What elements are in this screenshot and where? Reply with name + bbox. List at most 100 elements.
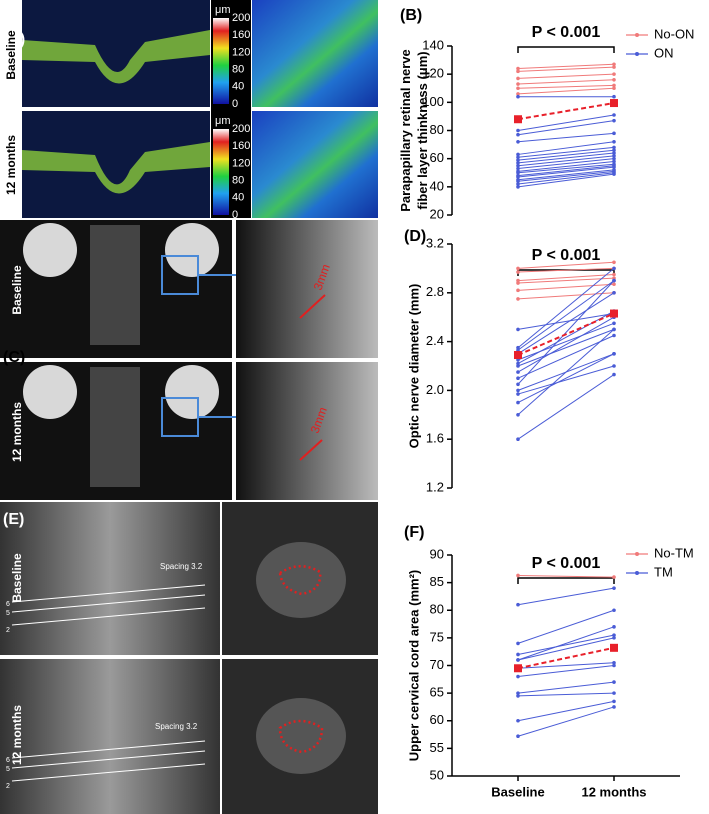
subject-point [612, 278, 616, 283]
subject-point [612, 172, 616, 176]
y-tick-label: 2.8 [426, 284, 444, 299]
oct-layer [22, 30, 210, 84]
subject-line [517, 681, 615, 694]
subject-point [612, 94, 616, 99]
subject-line [517, 163, 615, 174]
subject-line [517, 63, 615, 70]
cord-outline [278, 719, 324, 754]
subject-point [612, 131, 616, 136]
y-tick-label: 60 [430, 712, 444, 727]
subject-point [516, 392, 520, 396]
y-tick-label: 80 [430, 602, 444, 617]
subject-point [612, 364, 616, 368]
slice-guides [11, 584, 206, 782]
panel-c: 3mm 3mm (C) Baseline 12 months [0, 220, 378, 500]
subject-point [516, 437, 520, 442]
subject-line [517, 149, 615, 161]
subject-point [612, 72, 616, 76]
colorbar-tick: 200 [232, 123, 250, 135]
cord-section [256, 542, 346, 618]
subject-line [517, 329, 615, 416]
ruler-mark: 2 [6, 783, 10, 790]
subject-point [612, 165, 616, 169]
subject-point [612, 139, 616, 144]
subject-line [517, 328, 615, 367]
subject-point [612, 586, 616, 590]
subject-point [612, 680, 616, 684]
subject-line [517, 166, 615, 178]
subject-point [516, 327, 520, 332]
y-tick-label: 55 [430, 740, 444, 755]
subject-point [612, 62, 616, 67]
panel-label: (E) [3, 511, 24, 528]
subject-line [517, 310, 615, 364]
row-label: 12 months [10, 402, 24, 462]
mean-marker [514, 115, 522, 124]
mean-line [517, 102, 615, 121]
subject-point [612, 260, 616, 265]
subject-point [516, 376, 520, 381]
ruler-mark: 6 [6, 757, 10, 764]
subject-line [517, 292, 615, 355]
y-tick-label: 20 [430, 206, 444, 221]
subject-point [612, 291, 616, 295]
subject-point [516, 166, 520, 171]
subject-point [516, 370, 520, 374]
subject-line [517, 365, 615, 395]
p-value: P < 0.001 [532, 247, 601, 264]
bracket [517, 46, 615, 53]
subject-point [612, 636, 616, 640]
measure-line [299, 294, 326, 319]
y-tick-label: 90 [430, 546, 444, 561]
subject-point [516, 185, 520, 189]
subject-line [517, 574, 615, 578]
subject-line [517, 322, 615, 361]
subject-point [612, 272, 616, 277]
eye [23, 365, 77, 419]
subject-point [516, 69, 520, 74]
subject-line [517, 280, 615, 351]
subject-line [517, 662, 615, 669]
y-axis-label: Parapapillary retinal nerve [398, 49, 413, 212]
subject-point [516, 163, 520, 168]
legend-marker [635, 52, 639, 56]
subject-line [517, 170, 615, 182]
subject-line [517, 141, 615, 155]
subject-line [517, 79, 615, 85]
panel-e: Spacing 3.2 Spacing 3.2 6 5 2 6 5 2 (E) … [0, 502, 378, 814]
subject-point [612, 282, 616, 287]
colorbar-tick: 160 [232, 140, 250, 152]
subject-point [516, 641, 520, 646]
subject-point [516, 179, 520, 183]
p-value: P < 0.001 [532, 555, 601, 572]
subject-point [516, 182, 520, 186]
subject-line [517, 283, 615, 291]
subject-point [516, 76, 520, 81]
eye [165, 365, 219, 419]
y-tick-label: 100 [422, 94, 444, 109]
colorbar-tick: 40 [232, 81, 244, 93]
x-tick-label: Baseline [491, 784, 544, 799]
subject-point [612, 113, 616, 117]
subject-point [612, 266, 616, 271]
y-tick-label: 80 [430, 122, 444, 137]
subject-line [517, 120, 615, 136]
subject-point [516, 152, 520, 157]
subject-point [516, 92, 520, 96]
colorbar [213, 18, 229, 104]
spacing-label: Spacing 3.2 [155, 722, 198, 731]
y-tick-label: 2.4 [426, 333, 444, 348]
subject-line [517, 146, 615, 158]
subject-line [517, 313, 615, 330]
subject-point [516, 388, 520, 393]
subject-line [517, 335, 615, 379]
subject-line [517, 169, 615, 181]
subject-point [612, 625, 616, 629]
subject-point [516, 175, 520, 179]
row-label: Baseline [10, 265, 24, 315]
cord-outline [278, 565, 322, 596]
subject-point [612, 65, 616, 69]
row-label: Baseline [4, 30, 18, 80]
spine-image [0, 659, 220, 814]
subject-point [612, 352, 616, 356]
